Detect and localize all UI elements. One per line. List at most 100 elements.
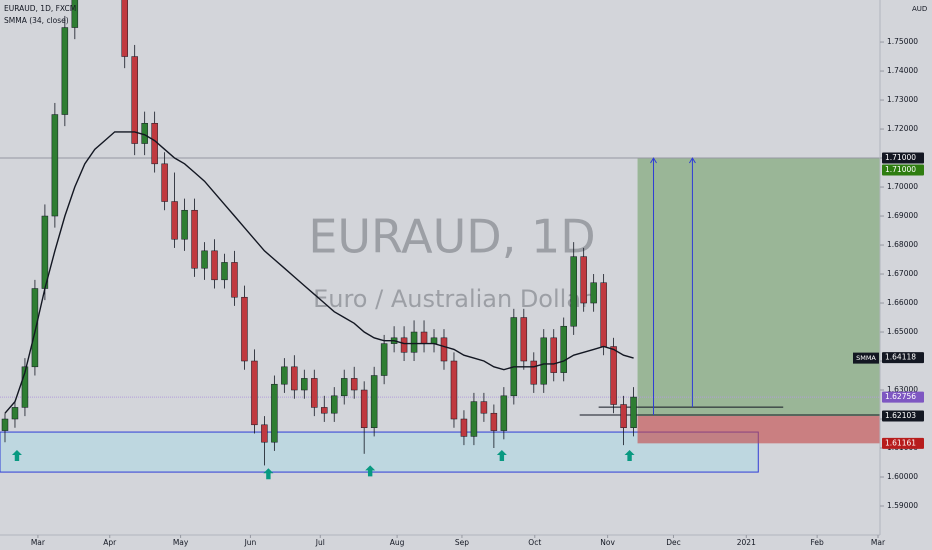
candle-body (510, 317, 518, 397)
candle-body (380, 343, 388, 376)
y-tick-label: 1.72000 (887, 124, 918, 133)
price-label-box (882, 152, 924, 164)
up-arrow-marker (263, 468, 274, 480)
symbol-title: EURAUD, 1D, FXCM (4, 4, 76, 13)
price-label: 1.71000 (885, 165, 916, 174)
stop-area (637, 416, 880, 444)
candle-body (460, 418, 468, 437)
price-label: 1.64118 (885, 353, 916, 362)
y-tick-label: 1.59000 (887, 501, 918, 510)
candle-body (151, 122, 158, 165)
price-label-box (882, 410, 924, 422)
x-tick-label: Mar (871, 538, 886, 547)
target-area (637, 158, 880, 417)
candle-body (440, 337, 448, 362)
price-label-box (882, 352, 924, 364)
x-tick-label: Mar (31, 538, 46, 547)
candle-body (201, 250, 208, 269)
up-arrow-marker (624, 450, 635, 462)
candle-body (271, 383, 278, 443)
plot-area: EURAUD, 1D Euro / Australian Dollar (0, 0, 880, 480)
watermark-subtitle: Euro / Australian Dollar (313, 285, 591, 313)
y-tick-label: 1.60000 (887, 472, 918, 481)
candle-body (490, 412, 498, 431)
candle-body (321, 407, 328, 414)
watermark: EURAUD, 1D (308, 210, 595, 264)
y-tick-label: 1.66000 (887, 298, 918, 307)
candle-body (400, 337, 408, 353)
candle-body (61, 27, 69, 115)
candle-body (291, 366, 298, 391)
candle-body (41, 215, 49, 289)
candle-body (171, 201, 178, 240)
candle-body (630, 396, 637, 428)
candle-body (540, 337, 548, 385)
target-arrow-head (688, 157, 696, 164)
candle-body (261, 424, 268, 443)
candle-body (580, 256, 587, 304)
price-label-box (882, 164, 924, 176)
candle-body (251, 360, 258, 426)
candle-body (21, 366, 29, 408)
candle-body (430, 337, 438, 344)
price-label: 1.62756 (885, 392, 916, 401)
candle-body (231, 262, 238, 298)
up-arrow-marker (11, 450, 22, 462)
candle-body (131, 56, 138, 144)
candle-body (500, 395, 508, 431)
candle-body (211, 250, 218, 281)
y-tick-label: 1.73000 (887, 95, 918, 104)
x-tick-label: 2021 (737, 538, 756, 547)
candle-body (590, 282, 597, 304)
candle-body (31, 288, 39, 368)
x-tick-label: Jul (315, 538, 325, 547)
candle-body (11, 407, 19, 420)
candle-body (181, 209, 188, 240)
candle-body (241, 296, 248, 362)
price-label: 1.71000 (885, 153, 916, 162)
candle-body (121, 0, 128, 57)
price-label: 1.61161 (885, 438, 916, 447)
candle-body (360, 389, 368, 428)
price-label-box (882, 391, 924, 403)
y-tick-label: 1.74000 (887, 66, 918, 75)
candle-body (420, 331, 428, 344)
candle-body (550, 337, 557, 373)
candle-body (570, 256, 577, 327)
candle-body (610, 346, 617, 405)
y-tick-label: 1.68000 (887, 240, 918, 249)
target-arrow-head (650, 157, 657, 164)
currency-label: AUD (912, 5, 927, 13)
candle-body (221, 262, 228, 281)
x-tick-label: Jun (244, 538, 257, 547)
candle-body (340, 378, 348, 397)
y-tick-label: 1.63000 (887, 385, 918, 394)
candle-body (51, 114, 59, 217)
price-label: 1.62103 (885, 411, 916, 420)
candle-body (620, 404, 627, 428)
x-tick-label: Feb (811, 538, 825, 547)
smma-tag-box (853, 352, 879, 364)
candle-body (141, 122, 148, 144)
x-tick-label: Oct (528, 538, 541, 547)
price-label-box (882, 437, 924, 449)
candle-body (450, 360, 458, 420)
candle-body (520, 317, 528, 362)
smma-tag: SMMA (856, 354, 876, 362)
y-tick-label: 1.67000 (887, 269, 918, 278)
support-zone (0, 431, 759, 473)
candle-body (560, 325, 567, 373)
candle-body (281, 366, 288, 385)
x-tick-label: Apr (103, 538, 117, 547)
x-tick-label: May (173, 538, 189, 547)
candle-body (1, 418, 9, 431)
candle-body (301, 378, 308, 391)
candle-body (470, 401, 478, 437)
y-tick-label: 1.75000 (887, 37, 918, 46)
candle-body (530, 360, 538, 385)
candle-body (480, 401, 488, 414)
candle-body (410, 331, 418, 353)
x-tick-label: Nov (600, 538, 615, 547)
y-tick-label: 1.69000 (887, 211, 918, 220)
